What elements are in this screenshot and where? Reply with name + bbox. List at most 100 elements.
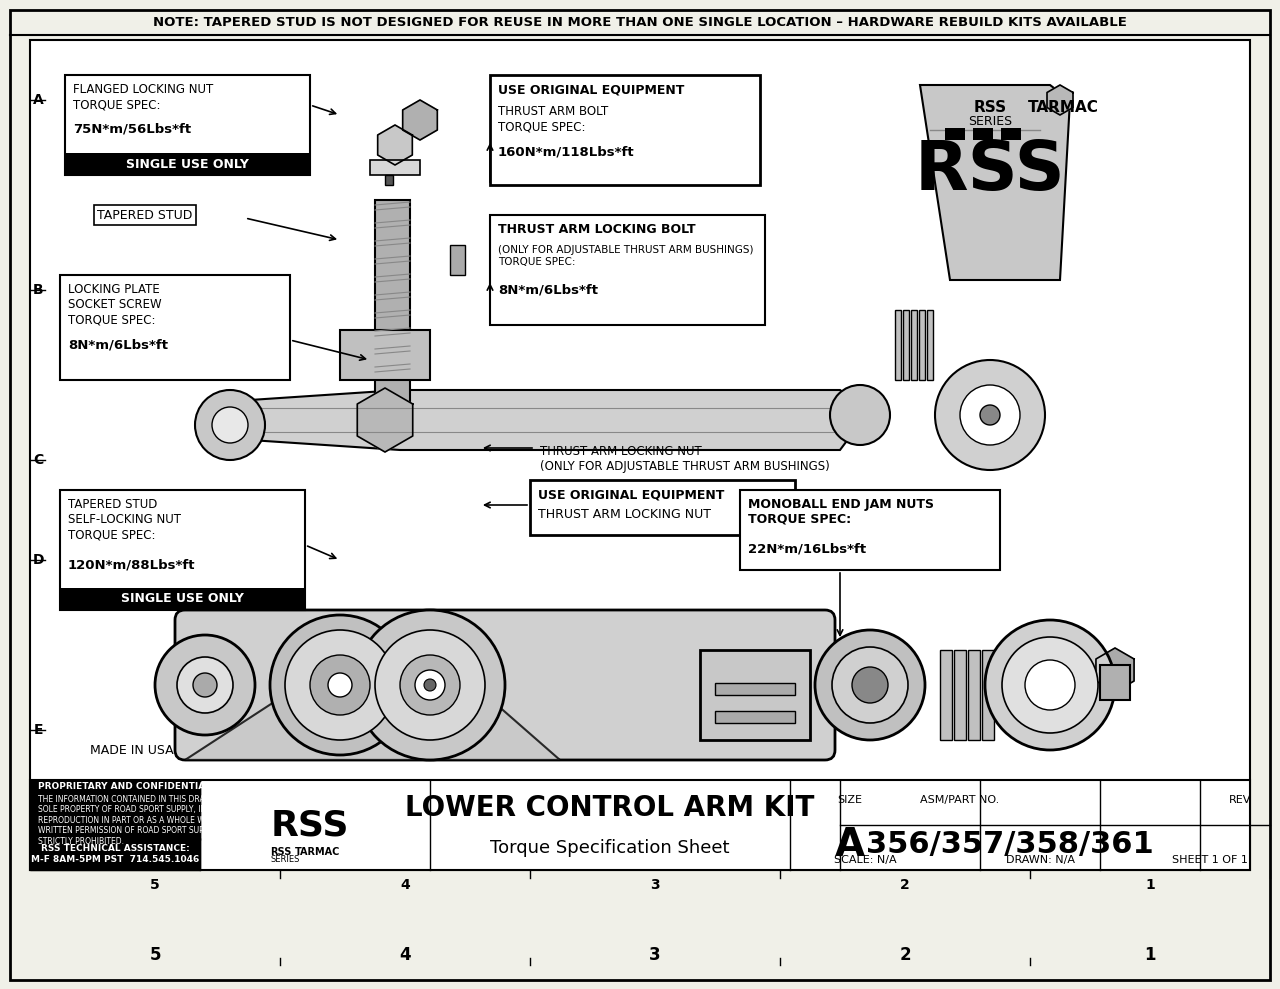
- Text: TAPERED STUD: TAPERED STUD: [97, 209, 193, 222]
- Text: E: E: [33, 723, 42, 737]
- Text: RSS TECHNICAL ASSISTANCE:
M-F 8AM-5PM PST  714.545.1046: RSS TECHNICAL ASSISTANCE: M-F 8AM-5PM PS…: [31, 845, 200, 863]
- Text: 4: 4: [401, 878, 410, 892]
- Polygon shape: [403, 100, 438, 140]
- Circle shape: [960, 385, 1020, 445]
- Polygon shape: [357, 388, 412, 452]
- Text: SHEET 1 OF 1: SHEET 1 OF 1: [1172, 855, 1248, 865]
- Polygon shape: [200, 390, 870, 450]
- Text: 5: 5: [150, 878, 160, 892]
- Text: A: A: [835, 826, 865, 864]
- Circle shape: [155, 635, 255, 735]
- Text: TARMAC: TARMAC: [294, 847, 340, 857]
- Bar: [340, 330, 430, 380]
- Bar: [29, 40, 1251, 870]
- FancyBboxPatch shape: [375, 200, 410, 420]
- Text: PROPRIETARY AND CONFIDENTIAL: PROPRIETARY AND CONFIDENTIAL: [38, 782, 211, 791]
- Text: THE INFORMATION CONTAINED IN THIS DRAWING IS THE
SOLE PROPERTY OF ROAD SPORT SUP: THE INFORMATION CONTAINED IN THIS DRAWIN…: [38, 795, 252, 846]
- Text: 2: 2: [899, 946, 911, 964]
- Text: 4: 4: [399, 946, 411, 964]
- Text: 75N*m/56Lbs*ft: 75N*m/56Lbs*ft: [73, 122, 191, 135]
- Bar: [370, 160, 420, 175]
- Bar: [895, 310, 901, 380]
- Text: SERIES: SERIES: [270, 855, 300, 864]
- Bar: [530, 480, 795, 535]
- Text: THRUST ARM LOCKING NUT: THRUST ARM LOCKING NUT: [538, 508, 710, 521]
- Circle shape: [193, 673, 218, 697]
- Text: NOTE: TAPERED STUD IS NOT DESIGNED FOR REUSE IN MORE THAN ONE SINGLE LOCATION – : NOTE: TAPERED STUD IS NOT DESIGNED FOR R…: [154, 16, 1126, 29]
- Circle shape: [310, 655, 370, 715]
- FancyBboxPatch shape: [175, 610, 835, 760]
- Bar: [1100, 665, 1130, 700]
- Text: ASM/PART NO.: ASM/PART NO.: [920, 795, 1000, 805]
- Circle shape: [815, 630, 925, 740]
- Circle shape: [1002, 637, 1098, 733]
- Circle shape: [832, 647, 908, 723]
- Bar: [29, 780, 200, 840]
- Circle shape: [375, 630, 485, 740]
- Bar: [911, 310, 916, 380]
- Text: USE ORIGINAL EQUIPMENT: USE ORIGINAL EQUIPMENT: [498, 83, 685, 96]
- Text: MONOBALL END JAM NUTS
TORQUE SPEC:: MONOBALL END JAM NUTS TORQUE SPEC:: [748, 498, 934, 526]
- Polygon shape: [186, 620, 561, 760]
- Text: 5: 5: [150, 946, 161, 964]
- Text: 3: 3: [650, 878, 659, 892]
- Circle shape: [195, 390, 265, 460]
- Text: DRAWN: N/A: DRAWN: N/A: [1006, 855, 1074, 865]
- Text: SIZE: SIZE: [837, 795, 863, 805]
- Text: B: B: [33, 283, 44, 297]
- Text: 1: 1: [1146, 878, 1155, 892]
- Text: 8N*m/6Lbs*ft: 8N*m/6Lbs*ft: [68, 338, 168, 351]
- Text: C: C: [33, 453, 44, 467]
- Circle shape: [829, 385, 890, 445]
- Circle shape: [212, 407, 248, 443]
- Circle shape: [934, 360, 1044, 470]
- Circle shape: [986, 620, 1115, 750]
- Bar: [968, 650, 980, 740]
- Bar: [700, 650, 810, 740]
- Bar: [490, 215, 765, 325]
- Bar: [490, 75, 760, 185]
- Text: (ONLY FOR ADJUSTABLE THRUST ARM BUSHINGS)
TORQUE SPEC:: (ONLY FOR ADJUSTABLE THRUST ARM BUSHINGS…: [498, 245, 754, 267]
- Polygon shape: [920, 85, 1070, 280]
- Text: Torque Specification Sheet: Torque Specification Sheet: [490, 839, 730, 857]
- Text: 120N*m/88Lbs*ft: 120N*m/88Lbs*ft: [68, 558, 196, 571]
- Text: SERIES: SERIES: [968, 115, 1012, 128]
- Circle shape: [1025, 660, 1075, 710]
- Circle shape: [270, 615, 410, 755]
- Bar: [982, 650, 995, 740]
- Text: 160N*m/118Lbs*ft: 160N*m/118Lbs*ft: [498, 145, 635, 158]
- Text: USE ORIGINAL EQUIPMENT: USE ORIGINAL EQUIPMENT: [538, 488, 724, 501]
- Text: 22N*m/16Lbs*ft: 22N*m/16Lbs*ft: [748, 542, 867, 555]
- Text: SCALE: N/A: SCALE: N/A: [833, 855, 896, 865]
- Bar: [954, 650, 966, 740]
- Bar: [29, 780, 1251, 870]
- Text: RSS: RSS: [271, 808, 349, 842]
- Circle shape: [177, 657, 233, 713]
- Circle shape: [424, 679, 436, 691]
- Text: FLANGED LOCKING NUT
TORQUE SPEC:: FLANGED LOCKING NUT TORQUE SPEC:: [73, 83, 214, 111]
- Text: TARMAC: TARMAC: [1028, 100, 1098, 115]
- Text: RSS: RSS: [270, 847, 292, 857]
- Text: THRUST ARM LOCKING BOLT: THRUST ARM LOCKING BOLT: [498, 223, 695, 236]
- Bar: [60, 490, 305, 610]
- Text: THRUST ARM BOLT
TORQUE SPEC:: THRUST ARM BOLT TORQUE SPEC:: [498, 105, 608, 133]
- Text: SINGLE USE ONLY: SINGLE USE ONLY: [122, 592, 244, 605]
- Text: MADE IN USA: MADE IN USA: [90, 744, 174, 757]
- Bar: [65, 153, 310, 175]
- Text: TAPERED STUD
SELF-LOCKING NUT
TORQUE SPEC:: TAPERED STUD SELF-LOCKING NUT TORQUE SPE…: [68, 498, 180, 541]
- Bar: [451, 245, 465, 275]
- Bar: [29, 838, 200, 870]
- Text: REV: REV: [1229, 795, 1251, 805]
- Bar: [716, 711, 795, 723]
- Text: A: A: [32, 93, 44, 107]
- Bar: [902, 310, 909, 380]
- Circle shape: [980, 405, 1000, 425]
- Bar: [973, 128, 993, 140]
- Text: LOCKING PLATE
SOCKET SCREW
TORQUE SPEC:: LOCKING PLATE SOCKET SCREW TORQUE SPEC:: [68, 283, 161, 326]
- Circle shape: [355, 610, 506, 760]
- Text: SINGLE USE ONLY: SINGLE USE ONLY: [125, 157, 248, 170]
- Text: THRUST ARM LOCKING NUT
(ONLY FOR ADJUSTABLE THRUST ARM BUSHINGS): THRUST ARM LOCKING NUT (ONLY FOR ADJUSTA…: [540, 445, 829, 473]
- Circle shape: [852, 667, 888, 703]
- Polygon shape: [1096, 648, 1134, 692]
- Bar: [927, 310, 933, 380]
